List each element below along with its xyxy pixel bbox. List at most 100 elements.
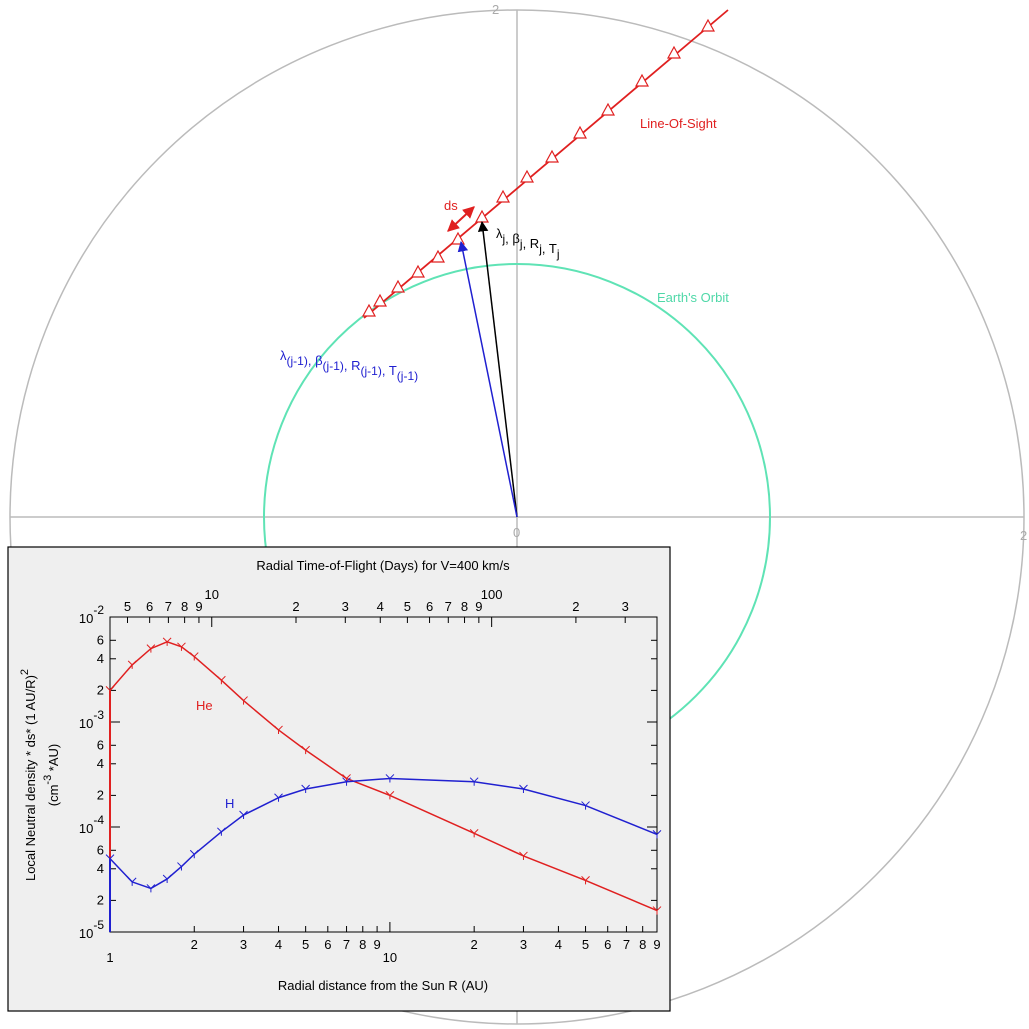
x2-tick-label: 6 bbox=[146, 599, 153, 614]
point-marker bbox=[274, 793, 283, 802]
x2-tick-label: 3 bbox=[622, 599, 629, 614]
tick-base: 10 bbox=[79, 716, 93, 731]
y-label-text: Local Neutral density * ds* (1 AU/R) bbox=[23, 675, 38, 881]
los-marker bbox=[474, 209, 490, 223]
point-marker bbox=[274, 725, 283, 734]
point-marker bbox=[519, 851, 528, 860]
x-tick-label: 4 bbox=[555, 937, 562, 952]
point-marker bbox=[469, 828, 479, 838]
point-marker bbox=[127, 660, 137, 669]
x2-tick-label: 7 bbox=[445, 599, 452, 614]
inset-chart: Radial Time-of-Flight (Days) for V=400 k… bbox=[7, 546, 671, 1012]
x2-tick-label: 6 bbox=[426, 599, 433, 614]
x-tick-label: 7 bbox=[623, 937, 630, 952]
subscript: j bbox=[538, 242, 542, 256]
vector-j bbox=[477, 220, 518, 518]
axis-tick: 2 bbox=[492, 2, 499, 17]
point-marker bbox=[189, 849, 199, 859]
separator: , bbox=[308, 353, 315, 368]
tick-base: 6 bbox=[97, 842, 104, 857]
los-markers bbox=[361, 18, 716, 317]
point-marker bbox=[652, 906, 662, 915]
symbol: R bbox=[530, 236, 539, 251]
y-tick-label: 6 bbox=[97, 737, 104, 752]
point-marker bbox=[519, 784, 528, 794]
point-j-label: λj, βj, Rj, Tj bbox=[496, 226, 559, 261]
point-marker bbox=[301, 745, 310, 755]
y-tick-label: 6 bbox=[97, 632, 104, 647]
tick-base: 10 bbox=[79, 926, 93, 941]
ds-arrow bbox=[447, 206, 475, 232]
x2-tick-label: 5 bbox=[124, 599, 131, 614]
point-marker bbox=[239, 810, 248, 820]
tick-base: 4 bbox=[97, 756, 104, 771]
los-marker bbox=[700, 18, 716, 32]
y-tick-label: 6 bbox=[97, 842, 104, 857]
x2-tick-label: 9 bbox=[195, 599, 202, 614]
x2-tick-label: 4 bbox=[377, 599, 384, 614]
y-label-text: *AU) bbox=[46, 744, 61, 775]
x-tick-label: 4 bbox=[275, 937, 282, 952]
subscript: j bbox=[502, 232, 506, 246]
subscript: (j-1) bbox=[397, 369, 418, 383]
point-marker bbox=[189, 652, 199, 661]
symbol: R bbox=[351, 358, 360, 373]
separator: , bbox=[382, 363, 389, 378]
series-line bbox=[109, 641, 658, 912]
x-tick-label: 6 bbox=[324, 937, 331, 952]
x2-tick-label: 3 bbox=[342, 599, 349, 614]
separator: , bbox=[505, 231, 512, 246]
symbol: β bbox=[315, 353, 322, 368]
vector-j1 bbox=[457, 240, 518, 518]
los-marker bbox=[372, 293, 388, 307]
point-marker bbox=[146, 884, 156, 893]
tick-base: 2 bbox=[97, 682, 104, 697]
symbol: β bbox=[512, 231, 519, 246]
x-tick-label: 2 bbox=[471, 937, 478, 952]
symbol: T bbox=[549, 241, 557, 256]
point-marker bbox=[105, 854, 115, 863]
point-marker bbox=[581, 801, 590, 810]
x2-tick-label: 8 bbox=[181, 599, 188, 614]
x-tick-label: 9 bbox=[373, 937, 380, 952]
los-marker bbox=[544, 149, 560, 163]
x-tick-label: 5 bbox=[302, 937, 309, 952]
x2-tick-label: 100 bbox=[481, 587, 503, 602]
los-marker bbox=[666, 45, 682, 59]
y-tick-label: 10-2 bbox=[79, 603, 104, 626]
y-axis-label: Local Neutral density * ds* (1 AU/R)2 bbox=[19, 669, 38, 881]
x-tick-label: 5 bbox=[582, 937, 589, 952]
point-marker bbox=[162, 637, 172, 646]
y-tick-label: 10-5 bbox=[79, 918, 104, 941]
point-marker bbox=[177, 642, 186, 651]
los-marker bbox=[495, 189, 511, 203]
point-marker bbox=[301, 784, 310, 794]
point-marker bbox=[127, 877, 137, 886]
y-tick-label: 2 bbox=[97, 787, 104, 802]
x-tick-label: 9 bbox=[653, 937, 660, 952]
los-marker bbox=[600, 102, 616, 116]
tick-exponent: -3 bbox=[93, 708, 104, 722]
point-marker bbox=[342, 777, 351, 786]
los-marker bbox=[430, 249, 446, 263]
los-marker bbox=[634, 73, 650, 87]
axis-tick: 0 bbox=[513, 525, 520, 540]
tick-exponent: -5 bbox=[93, 918, 104, 932]
series-line bbox=[109, 777, 658, 890]
tick-base: 6 bbox=[97, 737, 104, 752]
subscript: j bbox=[519, 237, 523, 251]
point-marker bbox=[385, 774, 395, 783]
inset-background bbox=[7, 546, 671, 1012]
tick-base: 2 bbox=[97, 892, 104, 907]
earth-orbit-label: Earth's Orbit bbox=[657, 290, 729, 305]
symbol: T bbox=[389, 363, 397, 378]
y-label-sup: 2 bbox=[19, 669, 31, 675]
y-tick-label: 10-3 bbox=[79, 708, 104, 731]
tick-exponent: -4 bbox=[93, 813, 104, 827]
point-j1-label: λ(j-1), β(j-1), R(j-1), T(j-1) bbox=[280, 348, 418, 383]
los-marker bbox=[361, 303, 377, 317]
y-label-text: (cm bbox=[46, 785, 61, 807]
point-marker bbox=[162, 874, 172, 883]
x-tick-label: 8 bbox=[639, 937, 646, 952]
x-axis-label: Radial distance from the Sun R (AU) bbox=[278, 978, 488, 993]
